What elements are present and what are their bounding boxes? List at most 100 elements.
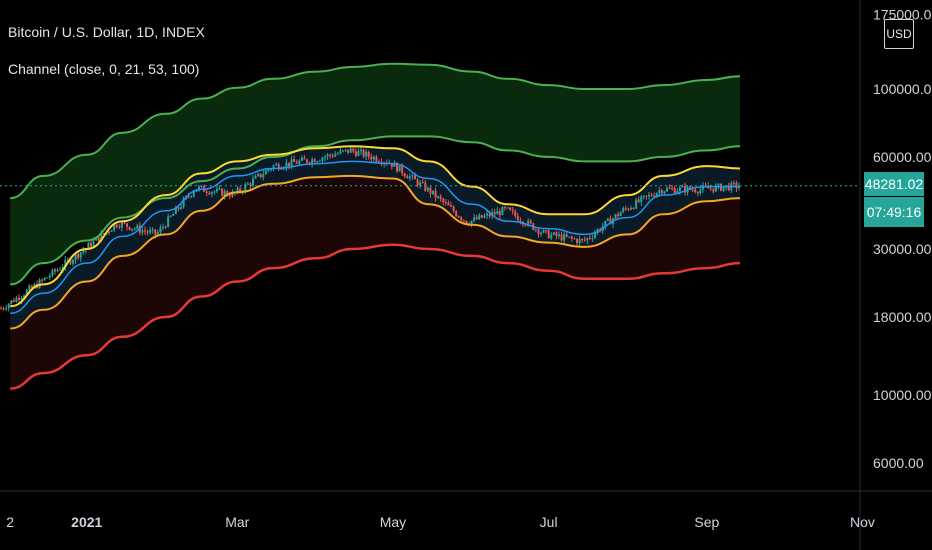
candle-body: [210, 192, 213, 195]
candle-body: [668, 188, 671, 190]
candle-body: [645, 195, 648, 197]
candle-body: [696, 192, 699, 194]
last-price-label: 48281.02: [864, 172, 924, 196]
candle-body: [496, 210, 499, 215]
candle-body: [92, 240, 95, 247]
candle-body: [691, 189, 694, 191]
candle-body: [563, 234, 566, 241]
time-axis[interactable]: 2 2021 Mar May Jul Sep Nov: [6, 514, 875, 530]
candle-body: [444, 202, 447, 204]
time-tick-label: Mar: [225, 514, 249, 530]
candle-body: [375, 156, 378, 162]
candle-body: [77, 254, 80, 258]
candle-body: [606, 218, 609, 221]
candle-body: [429, 187, 432, 195]
candle-body: [244, 184, 247, 192]
candle-body: [216, 188, 218, 192]
candle-body: [146, 231, 149, 233]
candle-body: [658, 190, 661, 194]
candle-body: [424, 182, 427, 191]
candle-body: [514, 211, 517, 216]
candle-body: [653, 195, 656, 197]
candle-body: [5, 308, 8, 310]
channel-top-line: [10, 145, 741, 308]
channel-bottom-line: [10, 174, 741, 330]
candle-body: [642, 195, 645, 197]
candle-body: [666, 188, 668, 192]
candle-body: [573, 238, 576, 240]
time-tick-label: May: [380, 514, 406, 530]
candle-body: [254, 175, 257, 179]
candle-body: [478, 215, 481, 220]
candle-body: [167, 216, 170, 228]
candle-body: [498, 210, 501, 216]
candle-body: [316, 161, 319, 163]
candle-body: [336, 153, 339, 155]
candle-body: [331, 155, 334, 157]
indicator-label[interactable]: Channel (close, 0, 21, 53, 100): [8, 61, 200, 77]
candle-body: [259, 173, 262, 178]
candle-body: [123, 222, 126, 224]
candle-body: [277, 164, 280, 170]
candle-body: [334, 154, 337, 157]
upper-outer-bottom-line: [10, 135, 741, 286]
candle-body: [347, 149, 350, 153]
candle-body: [298, 160, 301, 164]
candle-body: [200, 185, 203, 187]
candle-body: [372, 156, 375, 160]
symbol-title[interactable]: Bitcoin / U.S. Dollar, 1D, INDEX: [8, 24, 205, 40]
candle-body: [41, 279, 44, 281]
candle-body: [198, 186, 200, 190]
candle-body: [660, 190, 663, 194]
candle-body: [655, 193, 658, 197]
time-tick-label: Sep: [694, 514, 719, 530]
candle-body: [378, 161, 380, 163]
upper-band-fill: [10, 63, 740, 285]
candle-body: [149, 230, 152, 233]
candle-body: [547, 230, 550, 239]
candle-body: [208, 192, 211, 195]
candle-body: [732, 182, 735, 184]
currency-button[interactable]: USD: [884, 19, 914, 49]
candle-body: [367, 151, 370, 157]
candle-body: [339, 150, 342, 154]
candle-body: [12, 300, 15, 302]
candle-body: [493, 212, 496, 215]
candle-body: [257, 173, 260, 176]
candle-body: [635, 199, 638, 209]
candle-body: [300, 157, 303, 161]
candle-body: [313, 159, 316, 163]
candle-body: [205, 191, 208, 193]
candle-body: [7, 303, 10, 309]
candle-body: [370, 156, 373, 160]
candle-body: [570, 236, 573, 239]
candle-body: [141, 230, 144, 233]
candle-body: [100, 233, 103, 242]
candle-body: [473, 217, 476, 221]
candle-body: [437, 196, 440, 198]
candle-body: [223, 191, 226, 196]
candle-body: [128, 226, 131, 230]
candle-body: [228, 195, 231, 197]
candle-body: [594, 233, 596, 238]
candle-body: [434, 190, 437, 198]
price-axis[interactable]: 175000.00 100000.00 60000.00 30000.00 18000.…: [873, 7, 932, 471]
candle-body: [180, 207, 182, 209]
candle-body: [550, 234, 553, 239]
candle-body: [534, 229, 537, 231]
candle-body: [362, 149, 365, 157]
candle-body: [172, 213, 175, 216]
candle-body: [452, 206, 455, 212]
candle-body: [365, 151, 368, 157]
candle-body: [120, 222, 123, 228]
candle-body: [663, 191, 666, 194]
candle-body: [681, 186, 684, 188]
candle-body: [231, 191, 234, 197]
candle-body: [475, 217, 478, 220]
candle-body: [10, 300, 13, 304]
candle-body: [46, 277, 49, 279]
candle-body: [249, 183, 252, 186]
channel-lines: [10, 62, 741, 390]
candle-body: [360, 149, 362, 152]
